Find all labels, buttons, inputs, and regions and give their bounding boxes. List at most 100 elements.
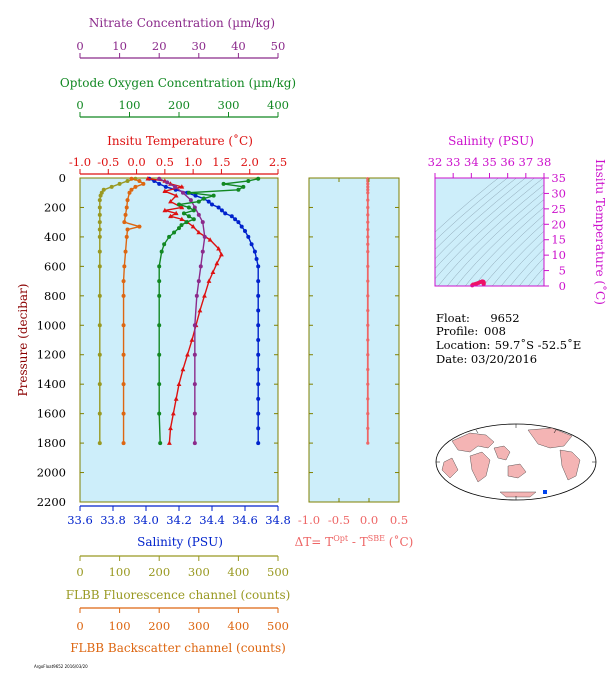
salinity-point (256, 441, 261, 446)
fluorescence-point (97, 198, 102, 203)
nitrate-point (188, 198, 193, 203)
backscatter-point (122, 264, 127, 269)
oxygen-point (236, 187, 241, 192)
nitrate-point (202, 234, 207, 239)
nitrate-point (200, 220, 205, 225)
oxygen-point (186, 214, 191, 219)
ts-isopycnal (435, 178, 526, 260)
ts-salinity-tick-label: 35 (482, 155, 497, 169)
nitrate-tick-label: 30 (191, 39, 206, 53)
backscatter-tick-label: 0 (76, 619, 83, 633)
ts-temperature-tick-label: 10 (551, 248, 566, 262)
main-series-group (97, 176, 261, 446)
backscatter-tick-label: 100 (109, 619, 131, 633)
oxygen-point (157, 352, 162, 357)
location-label: Location: (436, 338, 490, 352)
oxygen-axis: Optode Oxygen Concentration (µm/kg) 0 100… (60, 76, 296, 118)
salinity-point (216, 205, 221, 210)
oxygen-point (201, 196, 206, 201)
backscatter-tick-label: 500 (267, 619, 289, 633)
temperature-tick-label: 0.0 (127, 155, 145, 169)
ts-isopycnal (455, 199, 544, 286)
temperature-point (197, 307, 203, 313)
oxygen-point (157, 411, 162, 416)
delta-t-axis: -1.0 -0.5 0.0 0.5 (298, 177, 408, 527)
oxygen-tick-label: 400 (267, 98, 289, 112)
ts-salinity-tick-label: 37 (519, 155, 534, 169)
nitrate-axis: Nitrate Concentration (µm/kg) 0 10 20 30 40 5… (76, 16, 285, 59)
delta-t-point (366, 198, 370, 202)
oxygen-point (184, 220, 189, 225)
salinity-point (249, 242, 254, 247)
backscatter-point (121, 352, 126, 357)
salinity-point (206, 199, 211, 204)
pressure-tick-label: 2000 (37, 466, 66, 480)
oxygen-point (221, 181, 226, 186)
pressure-tick-label: 200 (44, 200, 66, 214)
oxygen-point (191, 208, 196, 213)
fluorescence-point (97, 323, 102, 328)
salinity-point (256, 411, 261, 416)
fluorescence-point (97, 227, 102, 232)
float-info: Float: 9652 Profile: 008 Location: 59.7˚… (436, 311, 581, 366)
temperature-tick-label: 1.5 (212, 155, 230, 169)
temperature-point (190, 224, 196, 229)
oxygen-point (186, 205, 191, 210)
salinity-tick-label: 33.8 (100, 513, 126, 527)
temperature-point (179, 204, 185, 210)
pressure-tick-label: 1200 (37, 348, 66, 362)
oxygen-point (157, 323, 162, 328)
oxygen-point (211, 193, 216, 198)
ts-isopycnal (435, 178, 535, 269)
ts-isopycnal (518, 257, 544, 286)
temperature-axis-title: Insitu Temperature (˚C) (107, 133, 253, 148)
pressure-tick-label: 800 (44, 289, 66, 303)
oxygen-tick-label: 0 (76, 98, 83, 112)
salinity-point (246, 234, 251, 239)
ts-salinity-tick-label: 33 (446, 155, 461, 169)
ts-salinity-tick-label: 38 (537, 155, 552, 169)
salinity-tick-label: 34.2 (166, 513, 192, 527)
ts-temperature-tick-label: 30 (551, 186, 566, 200)
nitrate-point (192, 352, 197, 357)
temperature-point (202, 293, 207, 298)
temperature-point (185, 352, 190, 357)
delta-t-point (366, 205, 370, 210)
temperature-tick-label: -0.5 (97, 155, 119, 169)
fluorescence-point (109, 184, 114, 189)
pressure-tick-label: 600 (44, 259, 66, 273)
fluorescence-point (97, 293, 102, 298)
salinity-point (256, 323, 261, 328)
salinity-point (210, 202, 214, 207)
ts-isopycnal (500, 239, 544, 286)
float-label: Float: (436, 311, 470, 325)
fluorescence-point (97, 441, 102, 446)
ts-salinity-tick-label: 34 (464, 155, 479, 169)
location-value: 59.7˚S -52.5˚E (495, 338, 582, 352)
fluorescence-point (97, 411, 102, 416)
delta-t-tick-label: -0.5 (328, 513, 350, 527)
oxygen-point (186, 190, 191, 195)
oxygen-point (191, 217, 196, 222)
temperature-point (168, 425, 173, 431)
backscatter-profile-line (122, 178, 145, 444)
delta-t-plot-area (308, 177, 400, 503)
nitrate-point (194, 293, 199, 298)
nitrate-point (192, 323, 197, 328)
delta-t-point (366, 220, 370, 224)
salinity-point (256, 352, 261, 357)
temperature-tick-label: 1.0 (184, 155, 202, 169)
delta-t-point (366, 338, 370, 342)
ts-isopycnal (435, 178, 517, 250)
salinity-tick-label: 33.6 (67, 513, 93, 527)
delta-t-point (366, 367, 370, 372)
nitrate-point (192, 411, 197, 416)
backscatter-tick-label: 400 (227, 619, 249, 633)
nitrate-point (192, 441, 197, 446)
fluorescence-axis-title: FLBB Fluorescence channel (counts) (66, 588, 291, 602)
backscatter-point (129, 176, 134, 181)
ts-isopycnal (435, 178, 544, 280)
fluorescence-tick-label: 0 (76, 565, 83, 579)
